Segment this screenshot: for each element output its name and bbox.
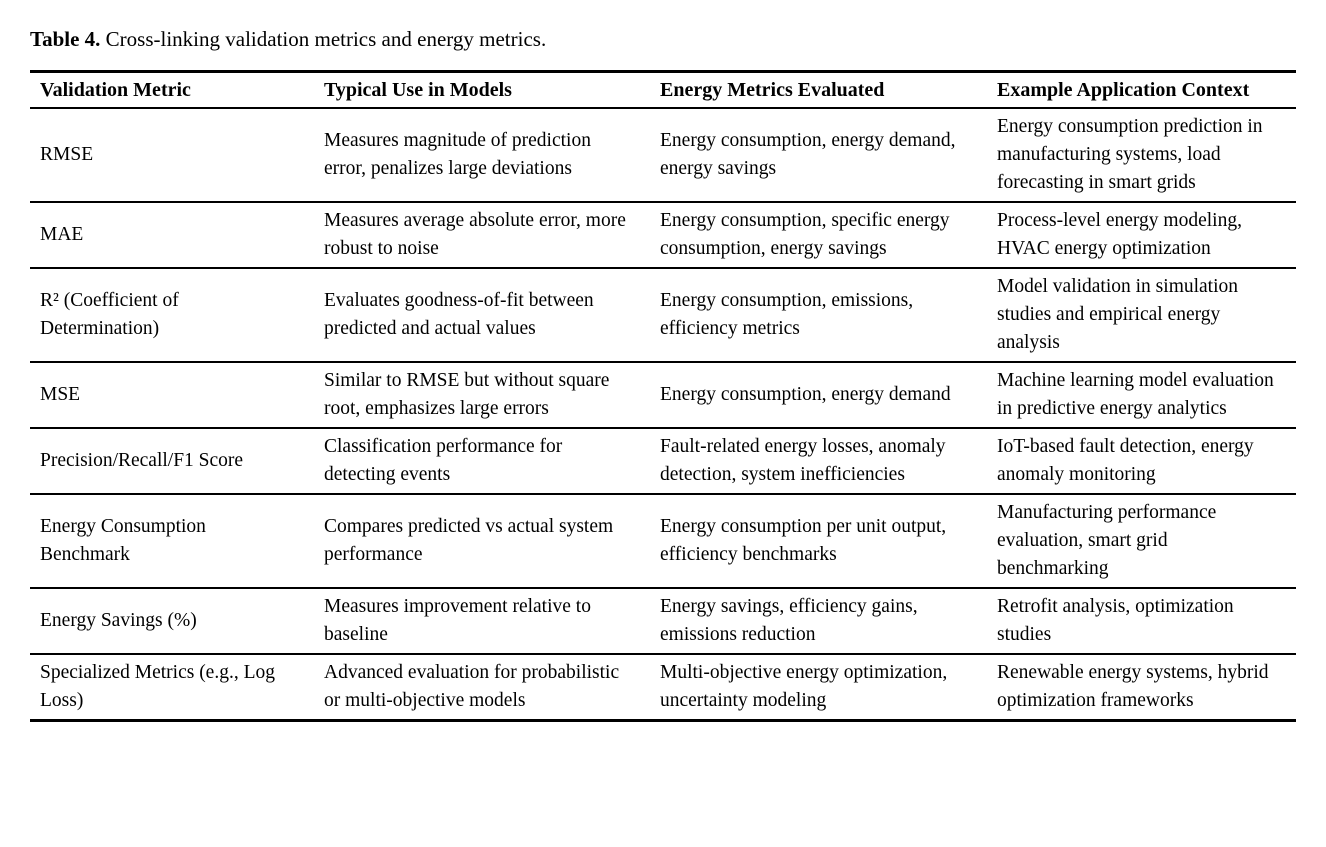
table-cell: Manufacturing performance evaluation, sm… <box>987 494 1296 589</box>
table-caption-label: Table 4. <box>30 27 101 51</box>
table-cell: Energy consumption, specific energy cons… <box>650 202 987 269</box>
table-cell: Model validation in simulation studies a… <box>987 268 1296 363</box>
table-cell: Specialized Metrics (e.g., Log Loss) <box>40 662 275 711</box>
table-row: Energy Savings (%) Measures improvement r… <box>30 588 1296 655</box>
column-header: Example Application Context <box>987 71 1296 109</box>
table-row: Energy Consumption Benchmark Compares pre… <box>30 494 1296 589</box>
table-cell: Energy consumption prediction in manufac… <box>987 108 1296 203</box>
table-cell: Precision/Recall/F1 Score <box>30 428 314 495</box>
table-cell: Fault-related energy losses, anomaly det… <box>650 428 987 495</box>
table-cell: Energy consumption, emissions, efficienc… <box>650 268 987 363</box>
table-cell: IoT-based fault detection, energy anomal… <box>987 428 1296 495</box>
table-row: R² (Coefficient of Determination) Evaluat… <box>30 268 1296 363</box>
table-row: Specialized Metrics (e.g., Log Loss) Adva… <box>30 654 1296 721</box>
column-header: Validation Metric <box>30 71 314 109</box>
metrics-table: Validation Metric Typical Use in Models En… <box>30 70 1296 722</box>
table-cell: Machine learning model evaluation in pre… <box>987 362 1296 429</box>
table-header: Validation Metric Typical Use in Models En… <box>30 71 1296 109</box>
table-cell: Measures improvement relative to baselin… <box>314 588 650 655</box>
table-cell: Process-level energy modeling, HVAC ener… <box>987 202 1296 269</box>
table-cell: RMSE <box>30 108 314 203</box>
table-cell: MAE <box>30 202 314 269</box>
table-cell: Energy Consumption Benchmark <box>30 494 314 589</box>
table-row: RMSE Measures magnitude of prediction err… <box>30 108 1296 203</box>
table-cell: Similar to RMSE but without square root,… <box>314 362 650 429</box>
table-cell: Energy consumption, energy demand, energ… <box>650 108 987 203</box>
table-cell: Energy savings, efficiency gains, emissi… <box>650 588 987 655</box>
table-caption-text: Cross-linking validation metrics and ene… <box>100 27 547 51</box>
table-cell: Multi-objective energy optimization, unc… <box>660 662 948 711</box>
table-cell: Evaluates goodness-of-fit between predic… <box>314 268 650 363</box>
column-header: Energy Metrics Evaluated <box>650 71 987 109</box>
column-header: Typical Use in Models <box>314 71 650 109</box>
table-cell: Energy Savings (%) <box>30 588 314 655</box>
table-cell: Compares predicted vs actual system perf… <box>314 494 650 589</box>
table-row: MSE Similar to RMSE but without square ro… <box>30 362 1296 429</box>
table-cell: Retrofit analysis, optimization studies <box>987 588 1296 655</box>
table-row: MAE Measures average absolute error, more… <box>30 202 1296 269</box>
table-body: RMSE Measures magnitude of prediction err… <box>30 108 1296 721</box>
table-cell: Measures magnitude of prediction error, … <box>314 108 650 203</box>
table-caption: Table 4. Cross-linking validation metric… <box>30 26 546 52</box>
table-cell: Classification performance for detecting… <box>314 428 650 495</box>
table-cell: Energy consumption per unit output, effi… <box>650 494 987 589</box>
table-cell: Renewable energy systems, hybrid optimiz… <box>997 662 1269 711</box>
table-cell: R² (Coefficient of Determination) <box>30 268 314 363</box>
table-cell: Energy consumption, energy demand <box>650 362 987 429</box>
table-row: Precision/Recall/F1 Score Classification … <box>30 428 1296 495</box>
table-header-row: Validation Metric Typical Use in Models En… <box>30 71 1296 109</box>
table-cell: Measures average absolute error, more ro… <box>314 202 650 269</box>
table-cell: Advanced evaluation for probabilistic or… <box>324 662 620 711</box>
table-cell: MSE <box>30 362 314 429</box>
